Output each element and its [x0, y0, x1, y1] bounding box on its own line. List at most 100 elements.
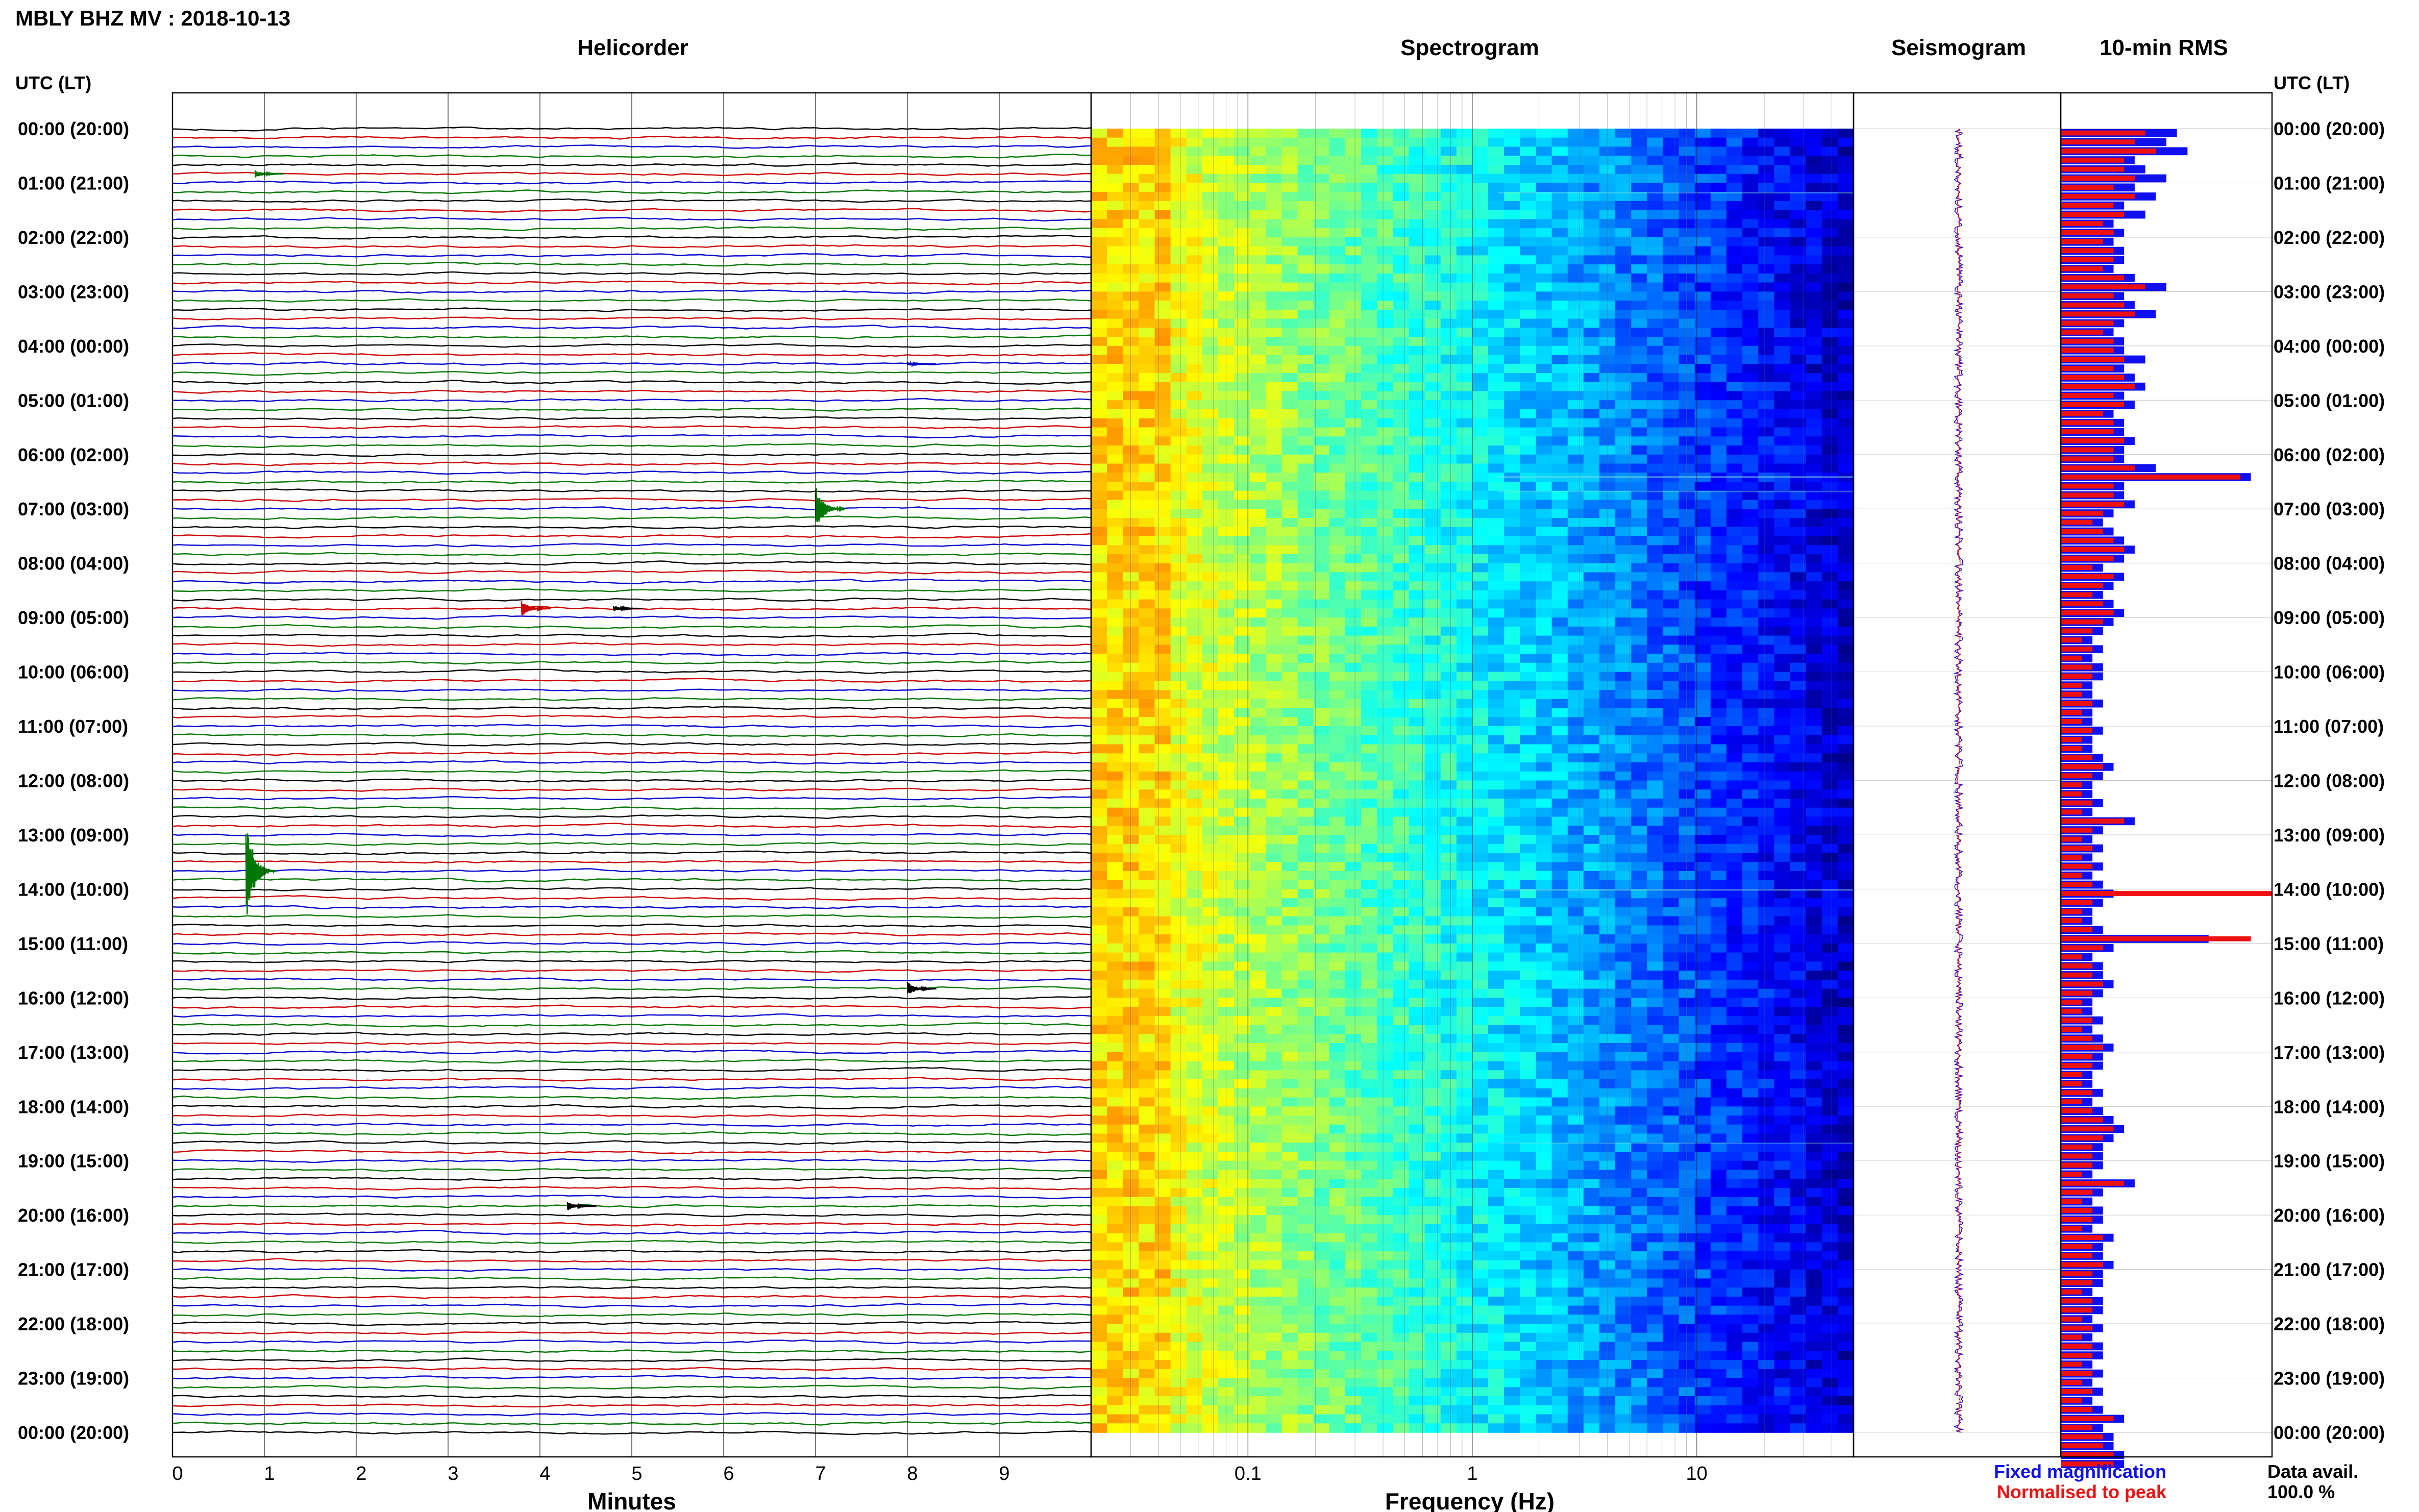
spectrogram-cell: [1742, 807, 1759, 817]
spectrogram-cell: [1551, 753, 1568, 763]
spectrogram-cell: [1583, 318, 1600, 329]
spectrogram-cell: [1758, 373, 1775, 383]
spectrogram-cell: [1456, 590, 1473, 600]
spectrogram-cell: [1790, 889, 1807, 899]
spectrogram-cell: [1361, 500, 1378, 509]
spectrogram-cell: [1424, 255, 1441, 265]
spectrogram-cell: [1440, 237, 1457, 247]
spectrogram-cell: [1551, 744, 1568, 754]
spectrogram-cell: [1139, 418, 1155, 428]
spectrogram-cell: [1250, 608, 1267, 618]
spectrogram-cell: [1726, 871, 1743, 881]
spectrogram-cell: [1694, 654, 1711, 663]
spectrogram-cell: [1551, 645, 1568, 654]
spectrogram-cell: [1297, 129, 1314, 138]
spectrogram-cell: [1536, 807, 1552, 817]
spectrogram-cell: [1504, 210, 1521, 220]
spectrogram-cell: [1647, 1015, 1664, 1026]
spectrogram-cell: [1710, 228, 1727, 238]
spectrogram-cell: [1583, 563, 1600, 573]
spectrogram-cell: [1345, 898, 1362, 908]
spectrogram-cell: [1726, 826, 1743, 835]
spectrogram-cell: [1424, 635, 1441, 646]
spectrogram-cell: [1440, 518, 1457, 528]
spectrogram-cell: [1409, 409, 1425, 419]
spectrogram-cell: [1154, 219, 1171, 229]
spectrogram-cell: [1361, 952, 1378, 962]
spectrogram-cell: [1361, 771, 1378, 781]
spectrogram-cell: [1726, 554, 1743, 564]
spectrogram-cell: [1409, 599, 1425, 609]
spectrogram-cell: [1202, 871, 1219, 881]
spectrogram-cell: [1393, 391, 1410, 401]
spectrogram-cell: [1139, 889, 1155, 899]
spectrogram-cell: [1091, 165, 1108, 175]
spectrogram-cell: [1837, 391, 1854, 401]
spectrogram-cell: [1472, 129, 1489, 138]
spectrogram-cell: [1726, 309, 1743, 319]
spectrogram-cell: [1154, 662, 1171, 673]
spectrogram-cell: [1647, 445, 1664, 455]
spectrogram-cell: [1663, 1034, 1680, 1044]
spectrogram-cell: [1679, 282, 1695, 292]
spectrogram-cell: [1774, 328, 1791, 337]
spectrogram-cell: [1472, 690, 1489, 700]
spectrogram-cell: [1107, 129, 1124, 138]
spectrogram-cell: [1504, 228, 1521, 238]
spectrogram-cell: [1361, 1052, 1378, 1062]
spectrogram-cell: [1567, 382, 1584, 392]
spectrogram-cell: [1663, 418, 1680, 428]
spectrogram-cell: [1281, 952, 1298, 962]
spectrogram-cell: [1393, 645, 1410, 654]
spectrogram-cell: [1758, 192, 1775, 202]
spectrogram-cell: [1281, 807, 1298, 817]
spectrogram-cell: [1504, 518, 1521, 528]
spectrogram-cell: [1790, 454, 1807, 464]
spectrogram-cell: [1361, 961, 1378, 971]
spectrogram-cell: [1806, 418, 1822, 428]
spectrogram-cell: [1393, 282, 1410, 292]
spectrogram-cell: [1694, 1025, 1711, 1035]
spectrogram-cell: [1472, 726, 1489, 736]
spectrogram-cell: [1170, 291, 1187, 301]
spectrogram-cell: [1234, 898, 1251, 908]
spectrogram-cell: [1154, 301, 1171, 310]
spectrogram-cell: [1758, 780, 1775, 790]
spectrogram-cell: [1694, 898, 1711, 908]
spectrogram-cell: [1520, 1025, 1537, 1035]
spectrogram-cell: [1504, 916, 1521, 926]
spectrogram-cell: [1647, 672, 1664, 682]
spectrogram-cell: [1409, 1007, 1425, 1017]
spectrogram-cell: [1472, 436, 1489, 446]
spectrogram-cell: [1234, 137, 1251, 147]
spectrogram-cell: [1631, 998, 1648, 1007]
spectrogram-cell: [1790, 463, 1807, 473]
spectrogram-cell: [1631, 237, 1648, 247]
spectrogram-cell: [1520, 409, 1537, 419]
spectrogram-cell: [1409, 988, 1425, 999]
spectrogram-cell: [1361, 137, 1378, 147]
spectrogram-cell: [1123, 645, 1140, 654]
spectrogram-cell: [1313, 608, 1330, 618]
spectrogram-cell: [1281, 246, 1298, 256]
spectrogram-cell: [1377, 762, 1394, 772]
spectrogram-cell: [1091, 129, 1108, 138]
spectrogram-cell: [1742, 355, 1759, 365]
spectrogram-cell: [1345, 762, 1362, 772]
spectrogram-cell: [1551, 509, 1568, 518]
spectrogram-cell: [1202, 961, 1219, 971]
spectrogram-cell: [1377, 907, 1394, 917]
spectrogram-cell: [1393, 799, 1410, 808]
spectrogram-cell: [1107, 454, 1124, 464]
spectrogram-cell: [1202, 201, 1219, 211]
spectrogram-cell: [1266, 771, 1282, 781]
spectrogram-cell: [1139, 382, 1155, 392]
spectrogram-cell: [1663, 799, 1680, 808]
spectrogram-cell: [1424, 473, 1441, 482]
spectrogram-cell: [1726, 373, 1743, 383]
spectrogram-cell: [1123, 156, 1140, 165]
spectrogram-cell: [1583, 536, 1600, 546]
spectrogram-cell: [1551, 400, 1568, 410]
spectrogram-cell: [1424, 862, 1441, 872]
spectrogram-cell: [1567, 1007, 1584, 1017]
